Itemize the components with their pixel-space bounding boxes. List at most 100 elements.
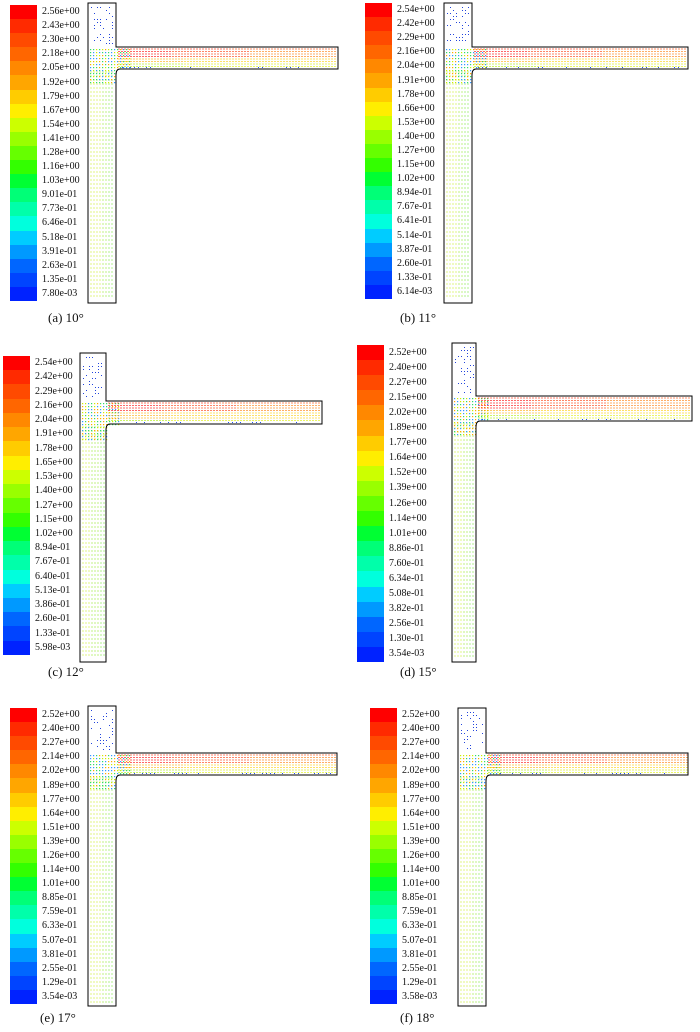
colorbar-tick-label: 1.91e+00 bbox=[35, 428, 73, 440]
colorbar-swatch bbox=[10, 103, 37, 118]
colorbar-swatch bbox=[3, 640, 30, 655]
colorbar-swatch bbox=[357, 480, 384, 496]
colorbar-tick-label: 1.89e+00 bbox=[389, 422, 427, 434]
colorbar-swatch bbox=[365, 270, 392, 285]
panel-caption: (a) 10° bbox=[48, 310, 84, 325]
colorbar-swatch bbox=[10, 230, 37, 245]
colorbar-swatch bbox=[357, 526, 384, 542]
colorbar-swatch bbox=[357, 390, 384, 406]
panel-caption: (e) 17° bbox=[40, 1010, 76, 1025]
colorbar-swatch bbox=[365, 256, 392, 271]
colorbar-tick-label: 6.14e-03 bbox=[397, 285, 433, 297]
colorbar-swatch bbox=[365, 59, 392, 74]
colorbar-swatch bbox=[365, 228, 392, 243]
colorbar-swatch bbox=[357, 405, 384, 421]
colorbar-tick-label: 5.13e-01 bbox=[35, 584, 71, 596]
colorbar-swatch bbox=[370, 848, 397, 864]
pipe-outline bbox=[87, 2, 339, 304]
colorbar-swatch bbox=[365, 214, 392, 229]
colorbar-swatch bbox=[357, 375, 384, 391]
colorbar-tick-label: 2.43e+00 bbox=[42, 20, 80, 32]
colorbar-tick-label: 1.15e+00 bbox=[397, 159, 435, 171]
pipe-outline bbox=[457, 707, 689, 1007]
colorbar-tick-label: 6.41e-01 bbox=[397, 215, 433, 227]
colorbar-tick-label: 7.73e-01 bbox=[42, 203, 78, 215]
colorbar-swatch bbox=[10, 905, 37, 920]
colorbar bbox=[3, 356, 30, 655]
colorbar-swatch bbox=[370, 820, 397, 835]
colorbar-tick-label: 1.64e+00 bbox=[42, 807, 80, 819]
colorbar-swatch bbox=[3, 541, 30, 556]
colorbar-swatch bbox=[357, 541, 384, 557]
colorbar-tick-label: 1.33e-01 bbox=[397, 271, 433, 283]
colorbar-swatch bbox=[10, 47, 37, 62]
colorbar-tick-label: 2.29e+00 bbox=[397, 32, 435, 44]
colorbar-tick-label: 8.85e-01 bbox=[402, 892, 438, 904]
colorbar-swatch bbox=[365, 45, 392, 60]
colorbar-swatch bbox=[10, 117, 37, 132]
colorbar-tick-label: 1.14e+00 bbox=[42, 864, 80, 876]
colorbar-swatch bbox=[3, 498, 30, 513]
colorbar-tick-label: 2.63e-01 bbox=[42, 259, 78, 271]
colorbar-tick-label: 8.94e-01 bbox=[35, 542, 71, 554]
colorbar-tick-label: 6.46e-01 bbox=[42, 217, 78, 229]
colorbar-swatch bbox=[10, 806, 37, 821]
colorbar-tick-label: 1.33e-01 bbox=[35, 627, 71, 639]
colorbar-swatch bbox=[10, 975, 37, 990]
colorbar-tick-label: 2.60e-01 bbox=[35, 613, 71, 625]
colorbar-tick-label: 5.98e-03 bbox=[35, 641, 71, 653]
colorbar-swatch bbox=[3, 583, 30, 598]
colorbar-swatch bbox=[370, 863, 397, 878]
colorbar-swatch bbox=[357, 601, 384, 617]
colorbar-tick-label: 5.07e-01 bbox=[42, 934, 78, 946]
colorbar-tick-label: 3.91e-01 bbox=[42, 245, 78, 257]
colorbar-tick-label: 1.65e+00 bbox=[35, 456, 73, 468]
colorbar-tick-label: 1.92e+00 bbox=[42, 76, 80, 88]
colorbar-swatch bbox=[3, 356, 30, 371]
colorbar-tick-label: 2.40e+00 bbox=[389, 361, 427, 373]
colorbar-swatch bbox=[357, 435, 384, 451]
colorbar-swatch bbox=[10, 764, 37, 779]
colorbar-tick-label: 6.33e-01 bbox=[402, 920, 438, 932]
colorbar-tick-label: 2.42e+00 bbox=[397, 18, 435, 30]
colorbar-swatch bbox=[10, 722, 37, 737]
colorbar-tick-label: 5.18e-01 bbox=[42, 231, 78, 243]
colorbar-tick-label: 2.02e+00 bbox=[402, 765, 440, 777]
colorbar-swatch bbox=[357, 345, 384, 361]
colorbar-swatch bbox=[357, 420, 384, 436]
colorbar-tick-label: 2.52e+00 bbox=[42, 709, 80, 721]
colorbar-swatch bbox=[370, 708, 397, 723]
colorbar-tick-label: 2.54e+00 bbox=[397, 4, 435, 16]
colorbar-tick-label: 9.01e-01 bbox=[42, 189, 78, 201]
colorbar-swatch bbox=[370, 750, 397, 765]
colorbar-swatch bbox=[370, 891, 397, 906]
colorbar-tick-label: 1.27e+00 bbox=[397, 145, 435, 156]
colorbar-swatch bbox=[365, 101, 392, 116]
colorbar-tick-label: 1.16e+00 bbox=[42, 161, 80, 173]
colorbar-swatch bbox=[357, 646, 384, 662]
colorbar-swatch bbox=[370, 975, 397, 990]
colorbar-swatch bbox=[10, 933, 37, 948]
colorbar-swatch bbox=[10, 919, 37, 934]
colorbar-swatch bbox=[10, 286, 37, 301]
colorbar-tick-label: 7.80e-03 bbox=[42, 287, 78, 299]
colorbar-swatch bbox=[3, 469, 30, 485]
panel-caption: (c) 12° bbox=[48, 664, 84, 679]
colorbar-swatch bbox=[357, 450, 384, 466]
colorbar-swatch bbox=[370, 764, 397, 779]
colorbar bbox=[10, 5, 37, 301]
colorbar-swatch bbox=[365, 158, 392, 173]
colorbar-swatch bbox=[357, 631, 384, 647]
colorbar bbox=[365, 3, 392, 299]
panel-caption: (f) 18° bbox=[400, 1010, 435, 1025]
colorbar-tick-label: 1.01e+00 bbox=[42, 878, 80, 890]
colorbar-tick-label: 1.27e+00 bbox=[35, 499, 73, 511]
colorbar bbox=[357, 345, 384, 662]
colorbar-tick-label: 2.29e+00 bbox=[35, 385, 73, 397]
colorbar-swatch bbox=[3, 597, 30, 613]
colorbar-tick-label: 7.67e-01 bbox=[35, 556, 71, 568]
colorbar-swatch bbox=[365, 87, 392, 102]
colorbar-swatch bbox=[10, 272, 37, 287]
colorbar-tick-label: 2.16e+00 bbox=[35, 399, 73, 411]
